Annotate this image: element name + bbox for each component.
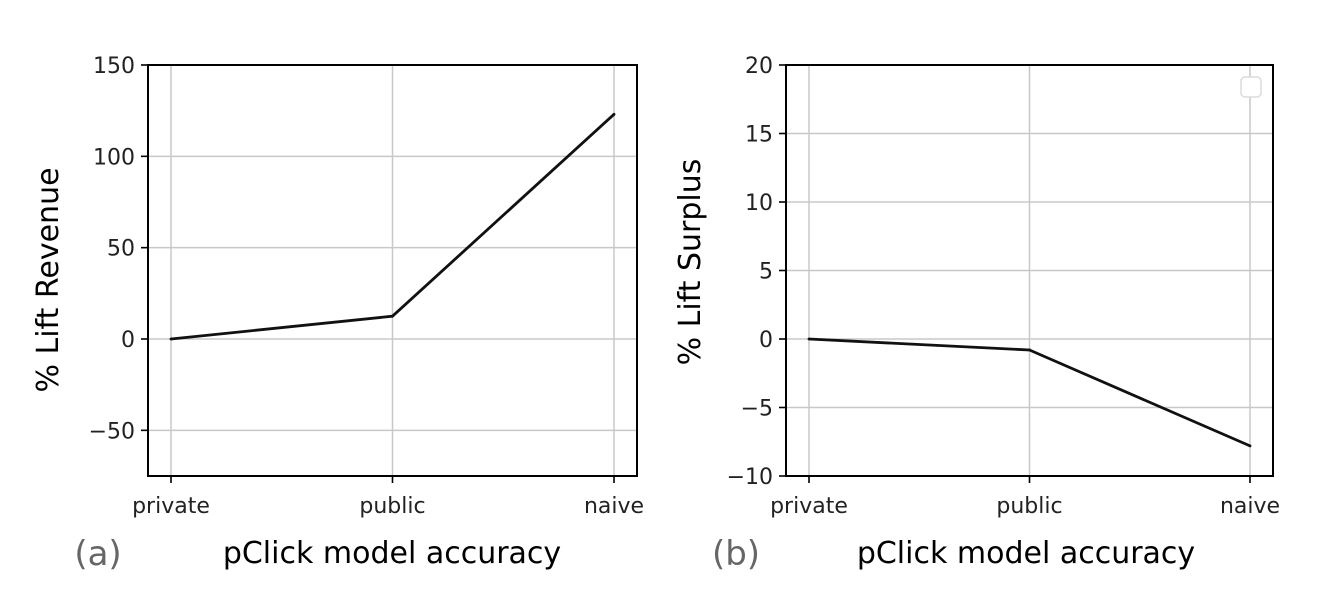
x-tick-label: private (132, 494, 210, 519)
data-point (807, 337, 811, 341)
chart-revenue: private public naive −50 0 50 100 150 pClick mod… (31, 54, 644, 574)
y-tick-label: 150 (93, 54, 135, 79)
y-tick-label: −5 (741, 397, 773, 422)
data-point (612, 112, 616, 116)
data-point (391, 314, 394, 318)
x-tick-label: public (359, 494, 425, 519)
data-point (1028, 348, 1031, 352)
x-axis-label: pClick model accuracy (857, 536, 1195, 571)
y-axis-label: % Lift Surplus (673, 159, 708, 366)
y-tick-label: 5 (759, 260, 773, 285)
y-tick-label: −10 (727, 465, 773, 490)
data-point (169, 337, 173, 341)
panel-label: (a) (74, 534, 121, 574)
legend (1240, 76, 1262, 98)
y-tick-label: 20 (745, 54, 773, 79)
plot-frame (147, 64, 638, 477)
x-tick-label: private (770, 494, 848, 519)
y-tick-label: 0 (759, 328, 773, 353)
y-tick-label: 0 (121, 328, 135, 353)
y-tick-label: 10 (745, 191, 773, 216)
y-tick-label: −50 (89, 419, 135, 444)
y-axis-label: % Lift Revenue (31, 167, 66, 392)
x-tick-label: naive (584, 494, 644, 519)
y-tick-label: 15 (745, 123, 773, 148)
y-tick-label: 50 (107, 237, 135, 262)
chart-surplus: private public naive −10 −5 0 5 10 15 20 pClick mo… (673, 54, 1280, 574)
y-tick-label: 100 (93, 145, 135, 170)
x-tick-label: public (996, 494, 1062, 519)
data-point (1248, 444, 1252, 448)
x-tick-label: naive (1220, 494, 1280, 519)
panel-label: (b) (712, 534, 760, 574)
x-axis-label: pClick model accuracy (223, 536, 561, 571)
plot-frame (785, 64, 1274, 477)
